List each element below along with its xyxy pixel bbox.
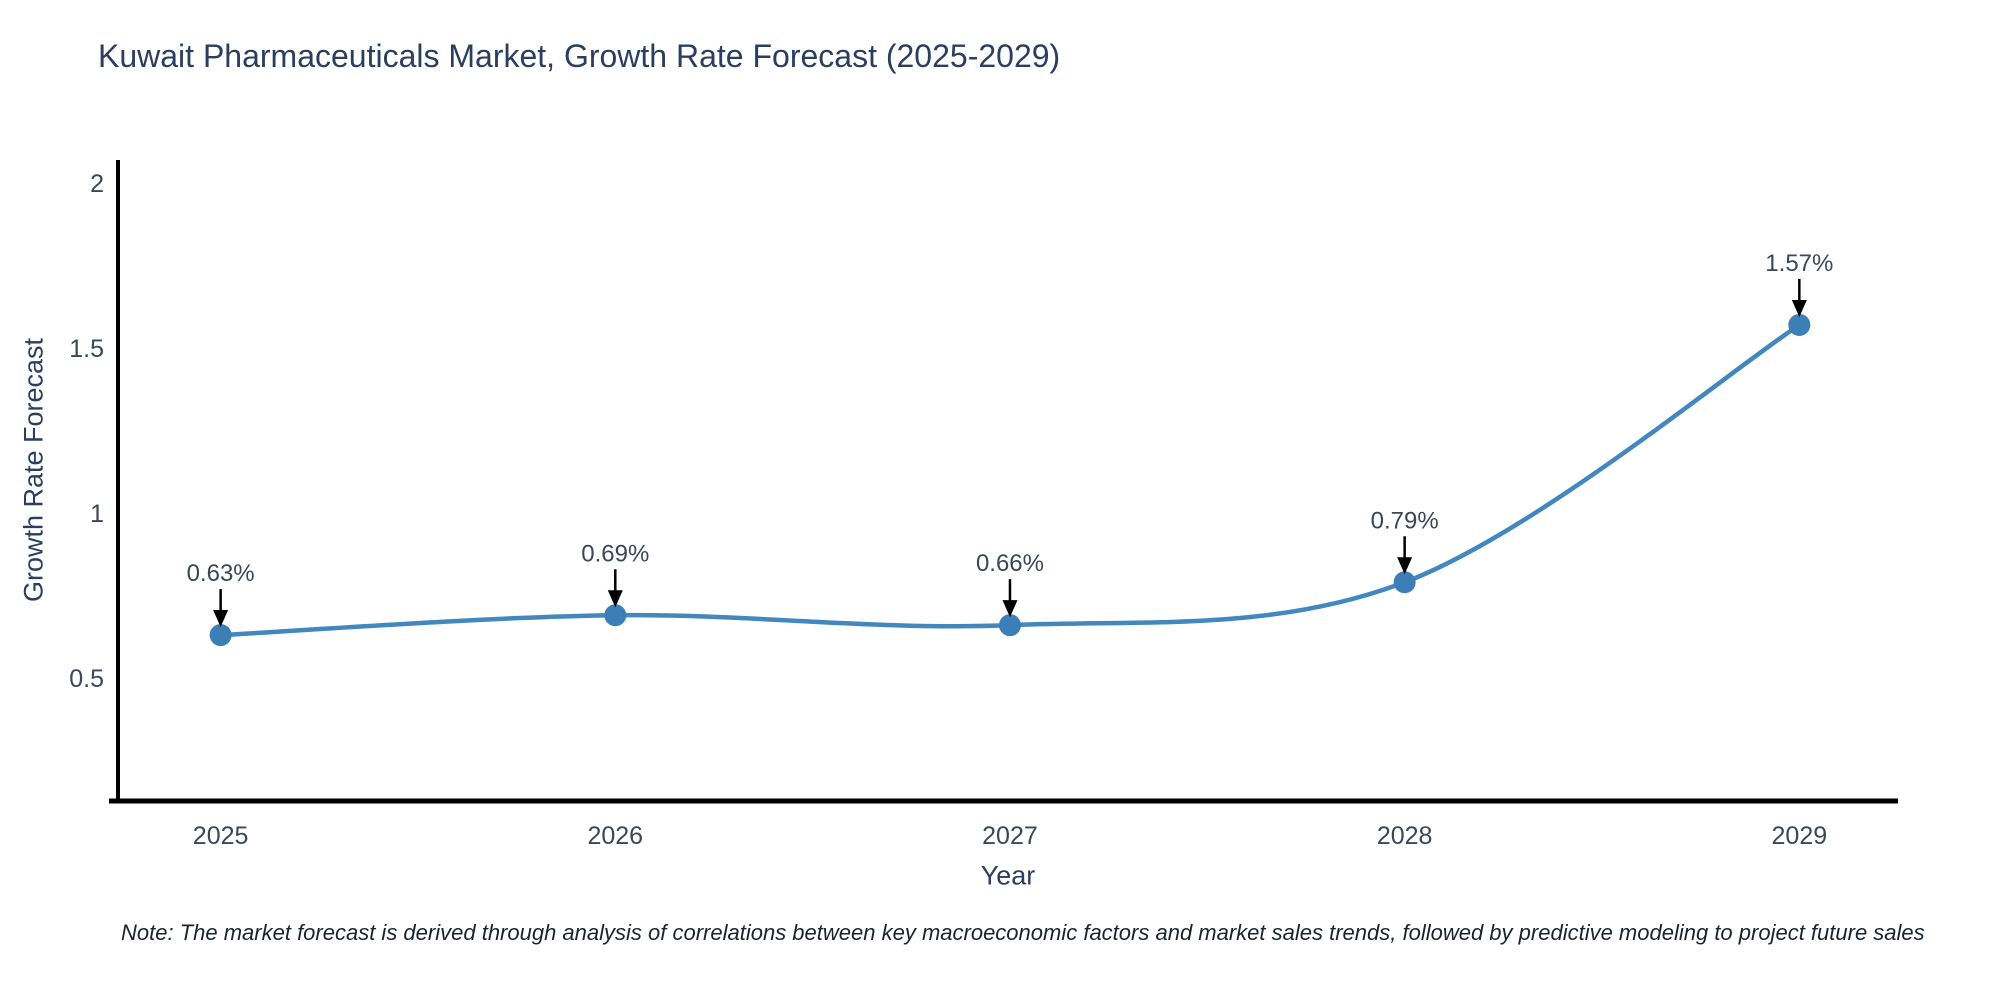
annotation-arrowhead-icon: [607, 590, 623, 608]
y-tick-label: 1.5: [69, 335, 104, 363]
annotation-arrowhead-icon: [1002, 600, 1018, 618]
data-point-marker[interactable]: [1788, 313, 1811, 336]
annotation-arrowhead-icon: [1397, 557, 1413, 575]
data-point-label: 0.69%: [581, 540, 649, 567]
y-tick-label: 1: [90, 500, 104, 528]
data-point-label: 0.79%: [1371, 507, 1439, 534]
data-point-label: 0.66%: [976, 550, 1044, 577]
x-tick-label: 2029: [1772, 822, 1828, 850]
y-tick-label: 0.5: [69, 665, 104, 693]
x-tick-label: 2026: [587, 822, 643, 850]
footnote: Note: The market forecast is derived thr…: [121, 920, 1925, 945]
annotation-arrowhead-icon: [1791, 299, 1807, 317]
y-axis-title: Growth Rate Forecast: [18, 337, 49, 603]
y-tick-label: 2: [90, 170, 104, 198]
data-point-label: 1.57%: [1765, 250, 1833, 277]
x-tick-label: 2028: [1377, 822, 1433, 850]
x-axis-title: Year: [980, 860, 1036, 891]
data-point-marker[interactable]: [998, 614, 1021, 637]
x-tick-label: 2027: [982, 822, 1038, 850]
data-point-marker[interactable]: [209, 624, 232, 647]
chart-title: Kuwait Pharmaceuticals Market, Growth Ra…: [98, 38, 1061, 74]
data-point-label: 0.63%: [187, 560, 255, 587]
data-point-marker[interactable]: [604, 604, 627, 627]
x-tick-label: 2025: [193, 822, 249, 850]
annotation-arrowhead-icon: [213, 610, 229, 628]
data-point-marker[interactable]: [1393, 571, 1416, 594]
